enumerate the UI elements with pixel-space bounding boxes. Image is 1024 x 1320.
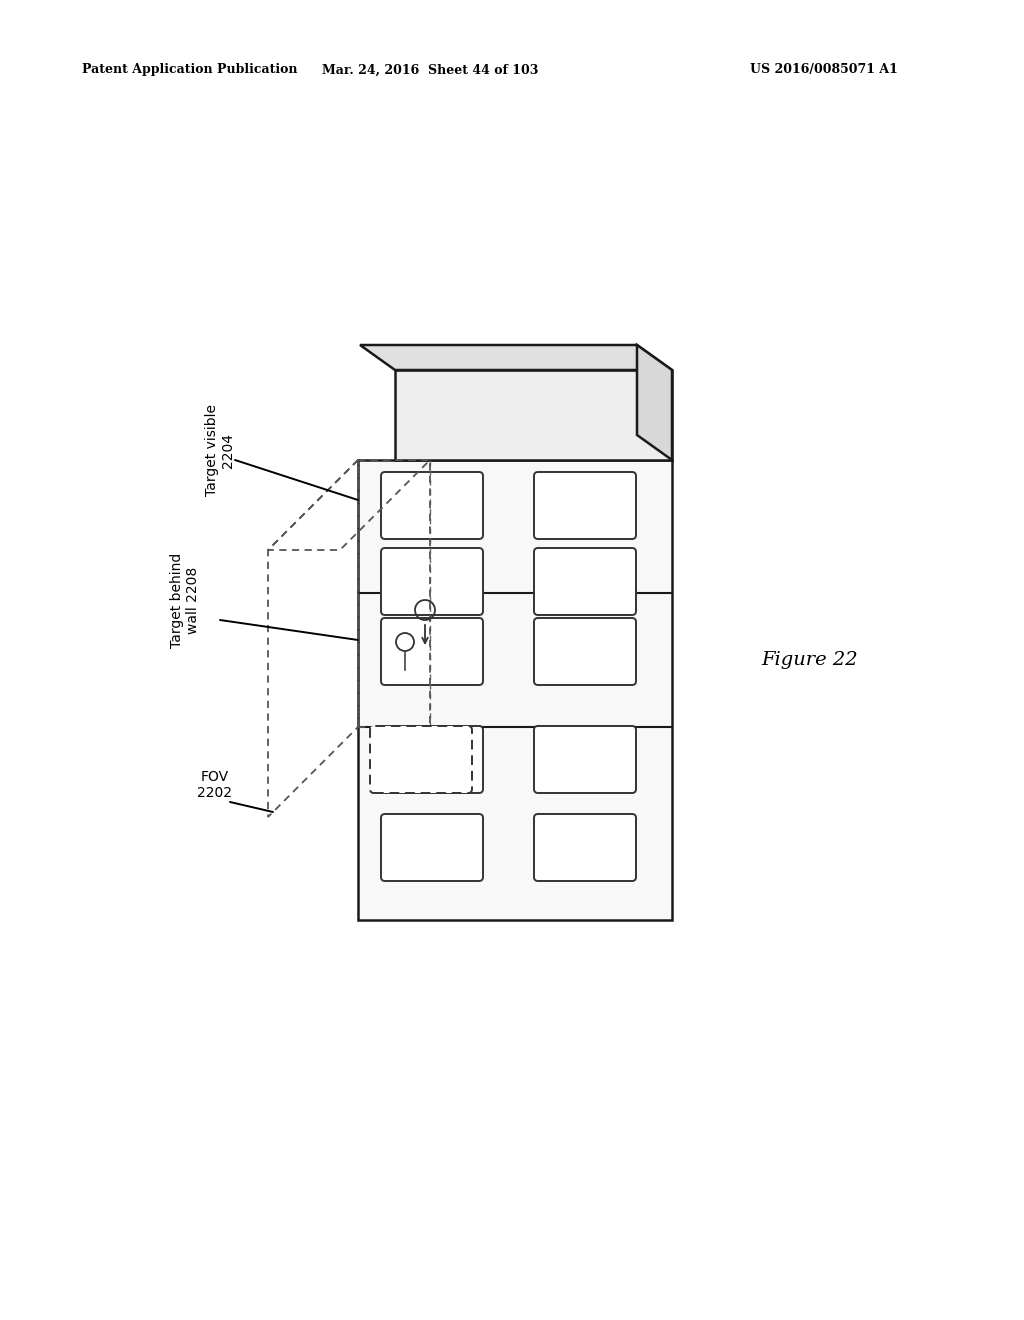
FancyBboxPatch shape (534, 726, 636, 793)
Text: FOV
2202: FOV 2202 (198, 770, 232, 800)
FancyBboxPatch shape (370, 726, 472, 793)
FancyBboxPatch shape (358, 459, 672, 920)
FancyBboxPatch shape (534, 473, 636, 539)
Polygon shape (360, 345, 672, 370)
Text: Target behind
wall 2208: Target behind wall 2208 (170, 552, 200, 648)
FancyBboxPatch shape (534, 618, 636, 685)
Text: Target visible
2204: Target visible 2204 (205, 404, 236, 496)
FancyBboxPatch shape (381, 473, 483, 539)
Text: US 2016/0085071 A1: US 2016/0085071 A1 (750, 63, 898, 77)
FancyBboxPatch shape (534, 814, 636, 880)
Text: Figure 22: Figure 22 (762, 651, 858, 669)
Bar (358, 459, 430, 727)
Bar (395, 370, 672, 459)
FancyBboxPatch shape (381, 814, 483, 880)
FancyBboxPatch shape (381, 726, 483, 793)
FancyBboxPatch shape (381, 618, 483, 685)
FancyBboxPatch shape (534, 548, 636, 615)
Text: Mar. 24, 2016  Sheet 44 of 103: Mar. 24, 2016 Sheet 44 of 103 (322, 63, 539, 77)
Polygon shape (637, 345, 672, 459)
Text: Patent Application Publication: Patent Application Publication (82, 63, 298, 77)
FancyBboxPatch shape (381, 548, 483, 615)
